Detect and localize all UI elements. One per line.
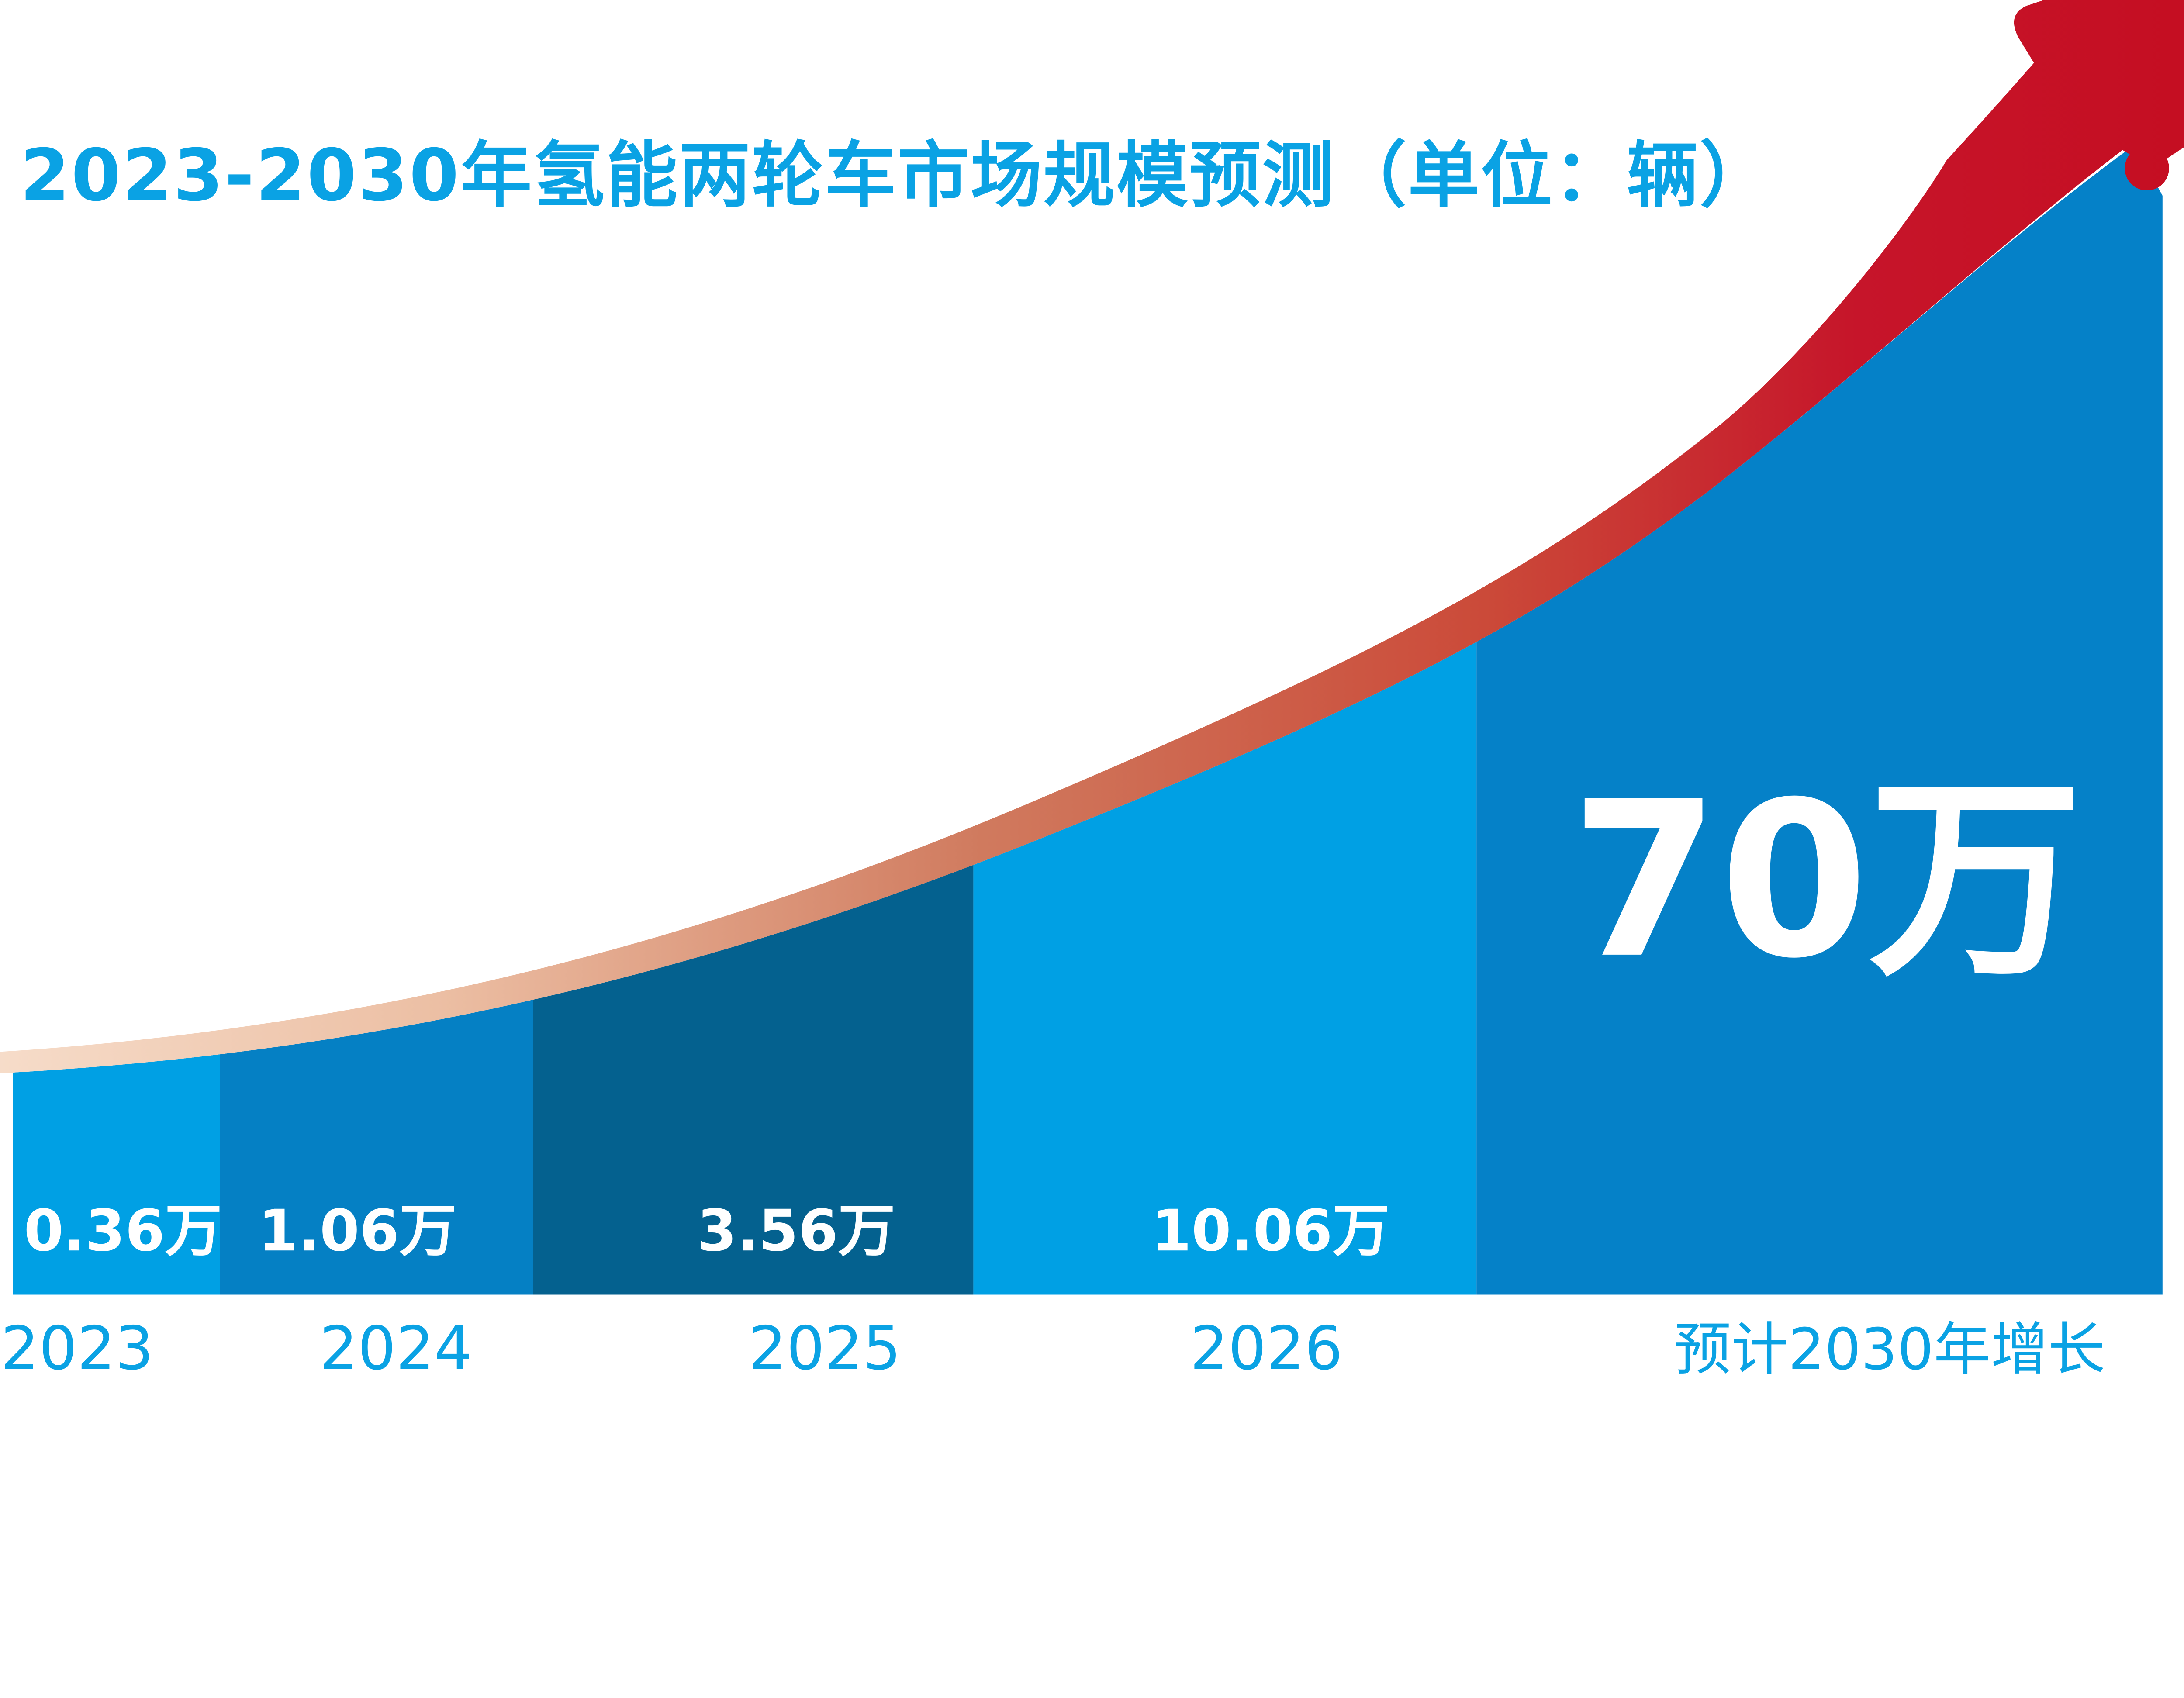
chart-canvas: 2023-2030年氢能两轮车市场规模预测（单位：辆） 0.36万 1.06万 …: [0, 0, 2184, 1384]
axis-label-2030-forecast: 预计2030年增长: [1674, 1316, 2105, 1383]
value-label-2025: 3.56万: [697, 1198, 895, 1264]
value-label-2023: 0.36万: [24, 1198, 222, 1264]
market-forecast-chart: 2023-2030年氢能两轮车市场规模预测（单位：辆） 0.36万 1.06万 …: [0, 0, 2184, 1384]
axis-label-2026: 2026: [1190, 1314, 1343, 1384]
value-label-2024: 1.06万: [258, 1198, 456, 1264]
axis-label-2023: 2023: [1, 1314, 154, 1384]
value-label-2030: 70万: [1570, 756, 2083, 1005]
axis-label-2025: 2025: [748, 1314, 901, 1384]
axis-label-2024: 2024: [320, 1314, 473, 1384]
value-label-2026: 10.06万: [1152, 1198, 1390, 1264]
chart-title: 2023-2030年氢能两轮车市场规模预测（单位：辆）: [20, 134, 1773, 217]
